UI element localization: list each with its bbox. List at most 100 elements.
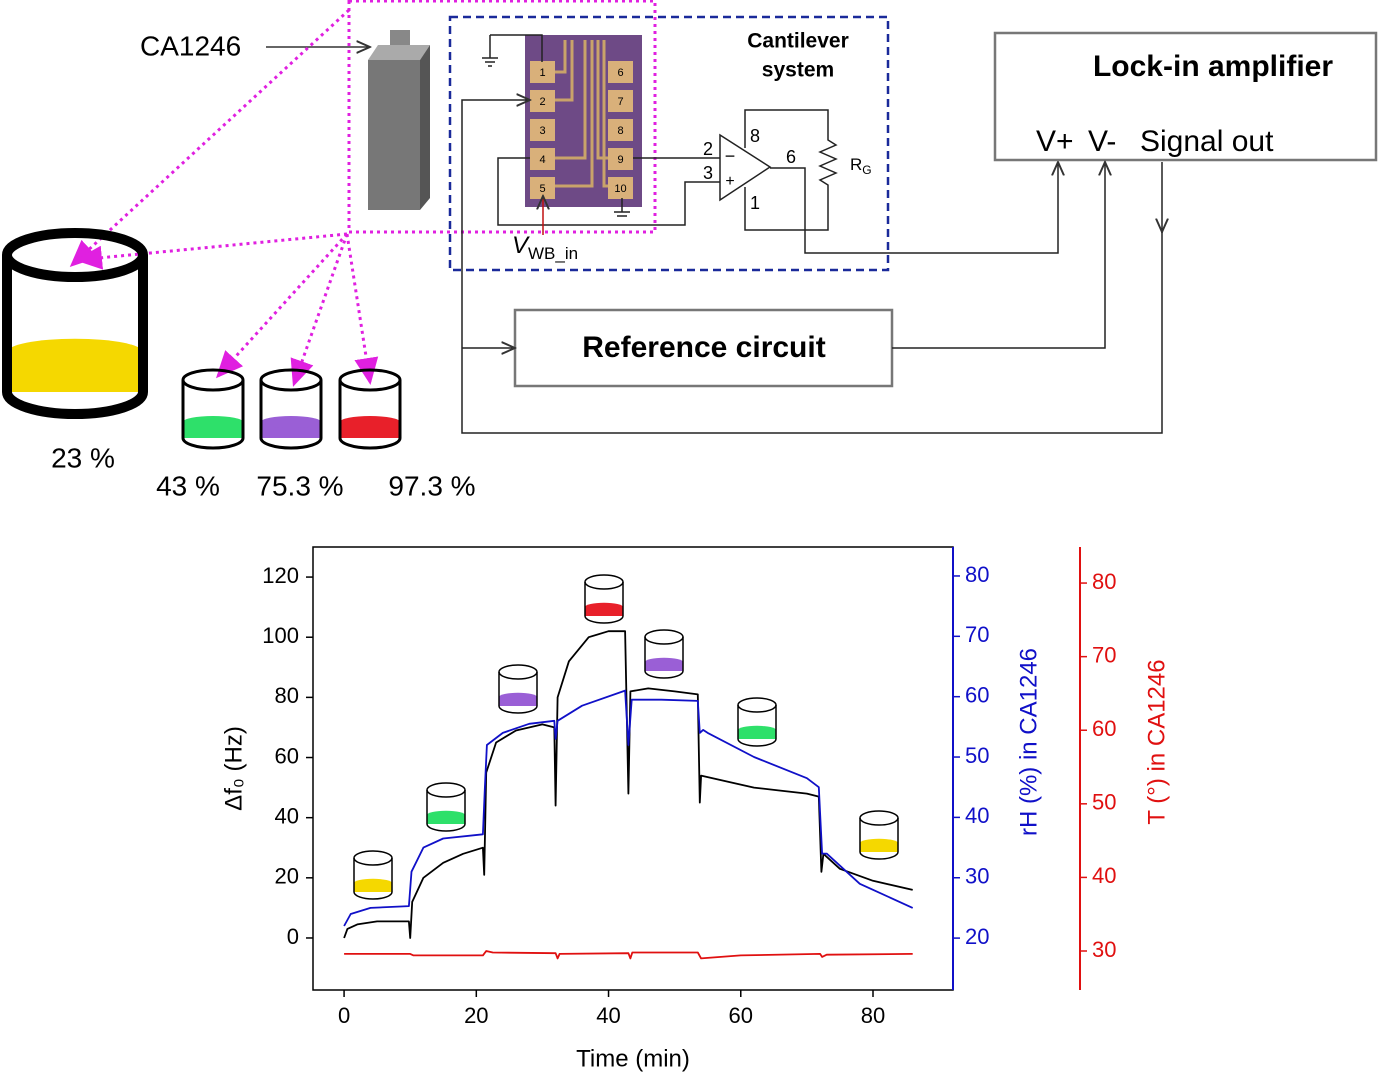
opamp-pin: 2 <box>703 139 713 159</box>
beaker-wall <box>426 790 466 832</box>
beaker-liquid-top <box>427 810 465 820</box>
rg-main: R <box>850 155 862 174</box>
y3-tick-label: 50 <box>1092 790 1116 815</box>
block-side <box>420 45 430 210</box>
y-axis-label: Δf₀ (Hz) <box>220 726 247 811</box>
vin-sub: WB_in <box>528 244 578 263</box>
beaker-liquid <box>427 815 465 824</box>
beaker-liquid <box>860 843 898 852</box>
y-tick-label: 80 <box>275 683 299 708</box>
beaker-rim <box>181 368 245 392</box>
beaker-rim <box>353 850 393 866</box>
beaker-liquid-top <box>340 416 400 428</box>
pin-label: 10 <box>614 183 626 195</box>
beaker-wall <box>859 818 899 860</box>
salt-label: 75.3 % <box>256 470 343 501</box>
beaker-liquid-top <box>860 838 898 848</box>
y-tick-label: 20 <box>275 864 299 889</box>
pad <box>530 90 555 112</box>
cantilever-title: Cantilever <box>747 30 849 53</box>
x-axis-label: Time (min) <box>576 1045 690 1072</box>
wire <box>461 100 530 245</box>
y3-tick-label: 40 <box>1092 863 1116 888</box>
lockin-input: V+ <box>1036 125 1074 158</box>
beaker-rim <box>498 664 538 680</box>
beaker-wall <box>338 380 402 450</box>
beaker-liquid <box>738 730 776 739</box>
y2-tick-label: 40 <box>965 803 989 828</box>
y-tick-label: 40 <box>275 803 299 828</box>
chart: 0 20 40 60 80 0 20 40 60 80 100 120 20 30 40 50 60 70 80 30… <box>220 546 1170 1072</box>
beaker-liquid-top <box>585 602 623 612</box>
y-tick-label: 100 <box>262 623 299 648</box>
wire <box>490 34 543 62</box>
beaker-wall <box>737 705 777 747</box>
data-line <box>344 950 913 960</box>
trace <box>602 40 608 188</box>
pointer <box>215 232 349 379</box>
opamp <box>719 133 772 202</box>
lockin-title: Lock-in amplifier <box>1093 50 1333 83</box>
y-tick-label: 120 <box>262 563 299 588</box>
x-tick-label: 60 <box>729 1003 753 1028</box>
x-tick-label: 0 <box>338 1003 350 1028</box>
pin-label: 5 <box>539 183 545 195</box>
opamp-sign: − <box>725 146 736 166</box>
pin-label: 6 <box>617 67 623 79</box>
opamp-pin: 3 <box>703 163 713 183</box>
y2-tick-label: 70 <box>965 622 989 647</box>
y-tick-label: 60 <box>275 743 299 768</box>
y3-tick-label: 30 <box>1092 937 1116 962</box>
beaker-rim <box>737 697 777 713</box>
beaker-rim <box>338 368 402 392</box>
pointer <box>345 233 379 385</box>
opamp-pin: 8 <box>750 126 760 146</box>
pad <box>530 61 555 83</box>
beaker-liquid-top <box>645 657 683 667</box>
salt-label: 97.3 % <box>388 470 475 501</box>
beaker-liquid-top <box>261 416 321 428</box>
vin-label: VWB_in <box>512 232 578 263</box>
trace <box>555 40 574 102</box>
y2-tick-label: 50 <box>965 743 989 768</box>
beaker-liquid-top <box>738 725 776 735</box>
pin-label: 4 <box>539 154 545 166</box>
opamp-sign: + <box>725 173 734 190</box>
pin-label: 1 <box>539 67 545 79</box>
pad <box>608 119 633 141</box>
pad <box>608 61 633 83</box>
salt-label: 23 % <box>51 442 115 473</box>
pad <box>530 177 555 199</box>
reference-box <box>513 308 894 388</box>
pin-label: 8 <box>617 125 623 137</box>
beaker-liquid-top <box>7 338 143 366</box>
beaker-wall <box>181 380 245 450</box>
y-tick-label: 0 <box>287 924 299 949</box>
beaker-wall <box>584 582 624 624</box>
y3-tick-label: 80 <box>1092 569 1116 594</box>
x-tick-label: 80 <box>861 1003 885 1028</box>
wire <box>770 162 1058 254</box>
gain-resistor <box>744 109 838 231</box>
data-line <box>343 630 913 939</box>
beaker-rim <box>426 782 466 798</box>
beaker-liquid <box>499 697 537 706</box>
beaker-wall <box>498 672 538 714</box>
trace <box>555 40 594 188</box>
trace <box>555 40 587 160</box>
y3-tick-label: 60 <box>1092 716 1116 741</box>
beaker-wall <box>2 255 148 419</box>
pad <box>530 148 555 170</box>
pad <box>608 177 633 199</box>
y2-tick-label: 80 <box>965 562 989 587</box>
pin-label: 2 <box>539 96 545 108</box>
beaker-liquid <box>354 883 392 892</box>
y2-tick-label: 60 <box>965 682 989 707</box>
pad <box>530 119 555 141</box>
salt-label: 43 % <box>156 470 220 501</box>
lockin-input: V- <box>1088 125 1116 158</box>
pin-label: 7 <box>617 96 623 108</box>
y3-axis-label: T (°) in CA1246 <box>1143 659 1170 824</box>
cantilever-box <box>448 15 890 272</box>
